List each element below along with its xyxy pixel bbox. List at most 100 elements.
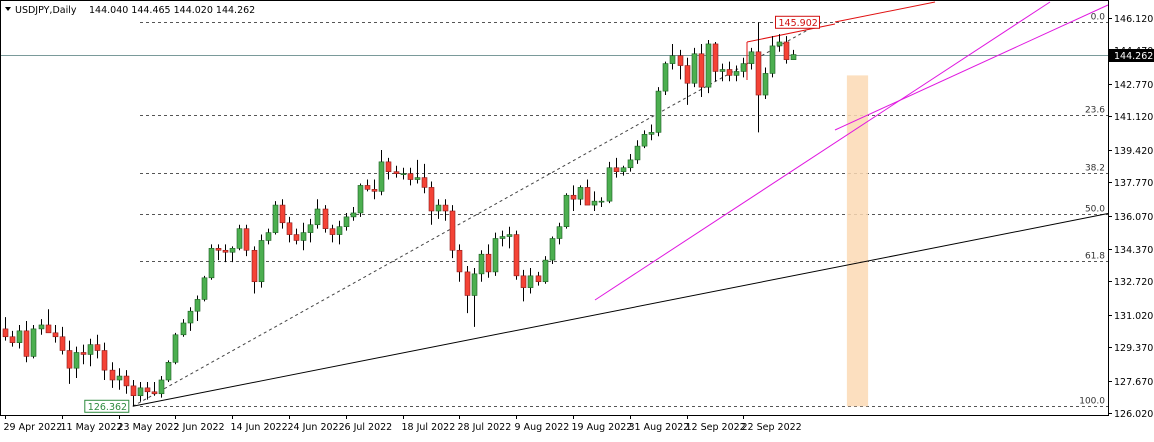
candle-bull [563,194,570,228]
candle-bear [364,185,371,190]
candle-bear [94,344,101,351]
candle-bull [30,328,37,357]
candle-bear [393,171,400,174]
candle-bear [449,210,456,251]
candle-bull [776,41,783,47]
y-axis-label: 126.020 [1114,409,1153,420]
candle-bear [428,187,435,212]
channel-line-lower [834,4,1109,131]
candle-bull [258,240,265,283]
x-axis-label: 6 Jul 2022 [345,422,393,433]
candle-bear [456,249,463,273]
y-axis-label: 139.420 [1114,146,1153,157]
candle-bull [598,200,605,203]
candle-bear [570,194,577,200]
fib-level-label: 61.8 [1085,252,1105,262]
candle-bear [755,51,762,96]
candle-bear [513,234,520,277]
y-axis-label: 134.370 [1114,245,1153,256]
candle-bull [641,134,648,147]
candle-bull [691,53,698,84]
candle-bull [549,238,556,261]
y-axis-label: 146.120 [1114,14,1153,25]
candle-bull [414,177,421,180]
candle-bull [336,226,343,235]
candle-bull [634,145,641,161]
candle-bull [542,259,549,283]
candle-bull [400,173,407,175]
fib-level-label: 50.0 [1085,205,1105,215]
candle-bear [109,369,116,381]
candle-bear [222,249,229,253]
candle-bear [101,350,108,371]
low-label-text: 126.362 [88,402,127,413]
channel-line-upper [594,1,1051,301]
x-axis-label: 23 May 2022 [118,422,180,433]
candle-bear [783,41,790,60]
candle-bear [385,161,392,172]
candle-bear [726,69,733,76]
candle-bear [421,177,428,188]
x-axis-label: 18 Jul 2022 [402,422,456,433]
candle-bear [613,167,620,172]
candle-bull [740,63,747,72]
plot-frame [0,0,1109,416]
candle-bear [322,208,329,229]
candle-bull [648,132,655,135]
x-axis-label: 22 Sep 2022 [742,422,802,433]
candle-bull [137,387,144,397]
y-axis-label: 131.020 [1114,311,1153,322]
x-axis-label: 14 Jun 2022 [231,422,288,433]
candle-bear [442,204,449,212]
candle-bull [172,334,179,363]
candle-bull [272,204,279,233]
y-axis-label: 141.120 [1114,112,1153,123]
candle-bull [73,352,80,369]
candle-bear [144,387,151,393]
candle-bull [194,299,201,312]
candle-bull [506,234,513,237]
candle-bull [16,330,23,343]
candle-bull [165,361,172,381]
candle-bull [187,310,194,324]
candle-bull [378,161,385,192]
chevron-down-icon [5,7,11,11]
candle-bear [371,189,378,192]
candle-bear [80,352,87,355]
candle-bull [748,51,755,64]
candle-bull [499,236,506,239]
y-axis-label: 137.770 [1114,178,1153,189]
candle-bull [527,275,534,288]
y-axis-label: 129.370 [1114,343,1153,354]
candle-bull [606,167,613,202]
candle-bull [307,224,314,233]
candle-bull [627,159,634,169]
last-price-badge [1109,49,1154,62]
candle-bear [698,53,705,88]
high-label-box [775,15,820,29]
x-axis-label: 24 Jun 2022 [288,422,345,433]
candle-bull [343,216,350,228]
x-axis-label: 2 Jun 2022 [174,422,225,433]
high-label-text: 145.902 [779,18,818,29]
candle-bear [407,173,414,180]
candle-bear [123,375,130,387]
x-axis-label: 28 Jul 2022 [458,422,512,433]
candle-bull [350,212,357,218]
x-axis-label: 9 Aug 2022 [515,422,570,433]
candle-bear [9,336,16,343]
candle-bear [279,204,286,224]
candle-bear [286,222,293,235]
candle-bull [471,273,478,296]
candle-bull [591,200,598,206]
fib-level-label: 100.0 [1079,397,1105,407]
x-axis-label: 12 Sep 2022 [686,422,746,433]
candle-bear [584,187,591,206]
candle-bull [300,232,307,241]
candle-bear [712,43,719,72]
fib-level-label: 38.2 [1085,164,1105,174]
candle-bear [23,330,30,357]
candle-bear [251,249,258,283]
